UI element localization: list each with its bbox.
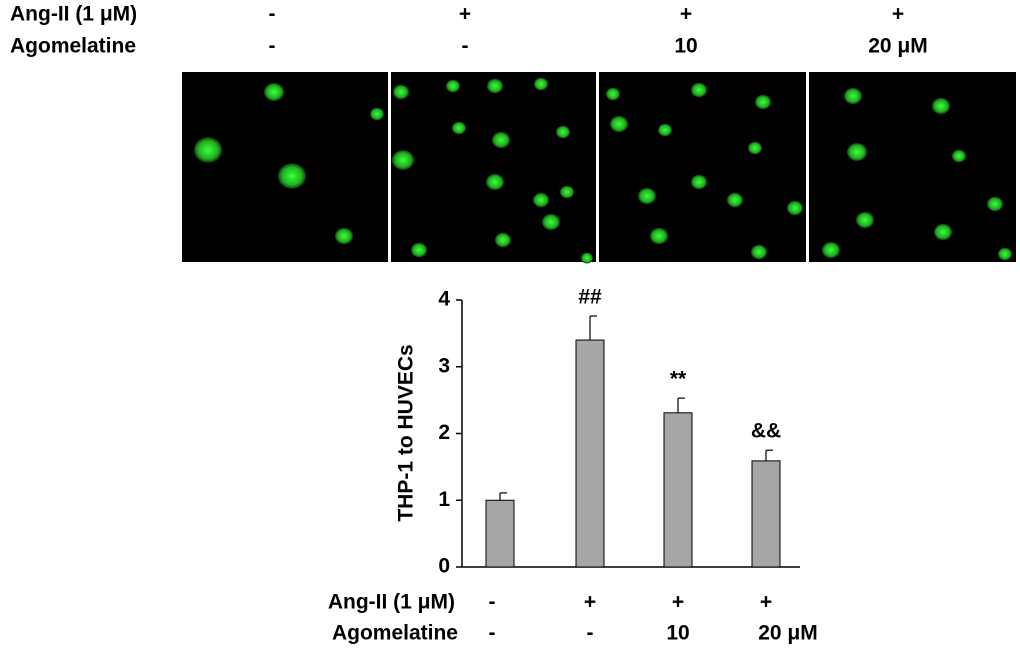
cell-nucleus [610,115,628,133]
significance-label: ** [670,368,687,391]
cell-nucleus [492,131,510,149]
cell-nucleus [335,227,353,245]
significance-label: && [751,420,781,443]
y-tick-label: 4 [438,288,450,311]
cell-nucleus [987,196,1003,212]
condition-cell: 20 μM [758,622,818,645]
cell-nucleus [392,150,414,170]
bar [751,460,781,568]
cell-nucleus [658,123,672,137]
row-label: Ang-II (1 μM) [328,591,455,614]
condition-cell: + [892,3,904,26]
cell-nucleus [638,187,656,205]
cell-nucleus [560,185,574,199]
condition-cell: + [760,591,772,614]
cell-nucleus [748,141,762,155]
cell-nucleus [691,174,707,190]
cell-nucleus [691,82,707,98]
cell-nucleus [952,149,966,163]
cell-nucleus [452,121,466,135]
cell-nucleus [932,97,950,115]
cell-nucleus [264,83,284,101]
cell-nucleus [370,107,384,121]
condition-cell: 20 μM [868,35,928,58]
row-label: Ang-II (1 μM) [10,3,137,26]
significance-label: ## [578,286,602,309]
condition-cell: - [269,35,276,58]
cell-nucleus [650,227,668,245]
cell-nucleus [194,137,222,163]
bar [575,339,605,568]
cell-nucleus [446,79,460,93]
cell-nucleus [755,94,771,110]
condition-cell: + [680,3,692,26]
condition-cell: + [459,3,471,26]
cell-nucleus [486,173,504,191]
row-label: Agomelatine [10,35,136,58]
y-tick-label: 0 [438,555,450,578]
y-tick-label: 3 [438,354,450,377]
cell-nucleus [751,244,767,260]
cell-nucleus [542,213,560,231]
row-label: Agomelatine [332,622,458,645]
cell-nucleus [581,252,593,264]
y-axis-label: THP-1 to HUVECs [395,344,418,521]
y-tick-label: 2 [438,421,450,444]
cell-nucleus [934,223,952,241]
micrograph [809,72,1016,262]
condition-cell: - [269,3,276,26]
condition-cell: 10 [674,35,697,58]
cell-nucleus [856,211,874,229]
cell-nucleus [787,200,803,216]
y-tick-label: 1 [438,488,450,511]
condition-cell: - [489,591,496,614]
cell-nucleus [606,87,620,101]
condition-cell: + [584,591,596,614]
condition-cell: + [672,591,684,614]
cell-nucleus [822,241,840,259]
condition-cell: - [462,35,469,58]
cell-nucleus [533,192,549,208]
cell-nucleus [278,163,306,189]
micrograph [599,72,806,262]
cell-nucleus [847,143,867,161]
micrograph [391,72,596,262]
cell-nucleus [495,232,511,248]
bar [663,412,693,568]
bar [485,499,515,568]
cell-nucleus [844,87,862,105]
cell-nucleus [556,125,570,139]
cell-nucleus [487,78,503,94]
cell-nucleus [393,84,409,100]
condition-cell: - [587,622,594,645]
cell-nucleus [411,242,427,258]
cell-nucleus [998,247,1012,261]
condition-cell: - [489,622,496,645]
condition-cell: 10 [666,622,689,645]
cell-nucleus [534,77,548,91]
cell-nucleus [727,192,743,208]
